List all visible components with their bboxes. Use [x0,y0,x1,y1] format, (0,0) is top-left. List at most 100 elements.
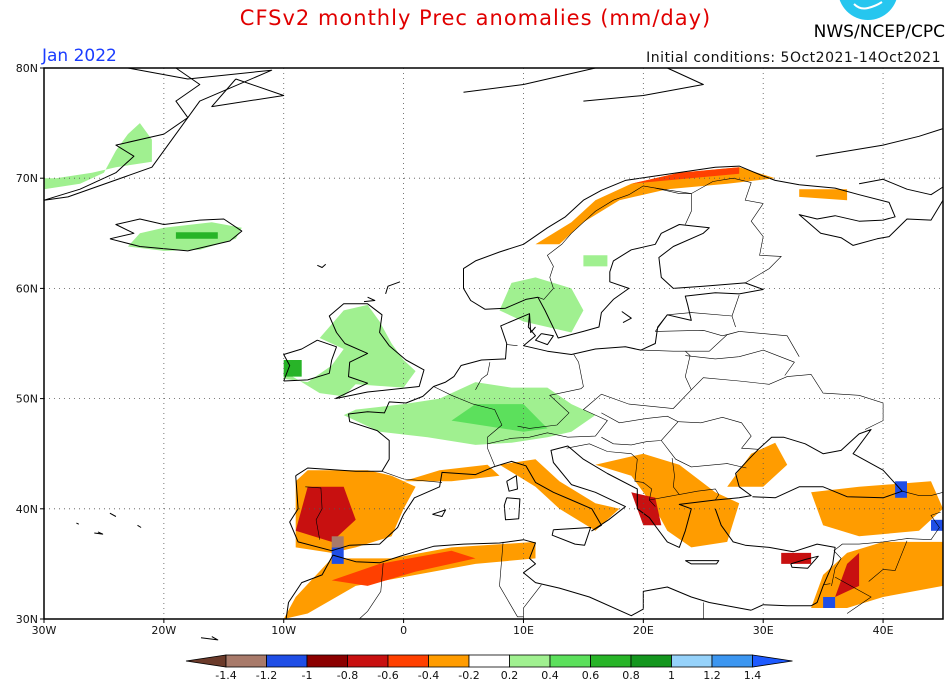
gridline-layer [44,68,943,619]
country-border [731,294,740,317]
colorbar-segment [266,654,308,668]
anomaly-levant-core [835,552,860,597]
lon-label: 40E [873,624,894,637]
colorbar-label: 0.4 [541,669,559,682]
initial-conditions: Initial conditions: 5Oct2021-14Oct2021 [646,50,941,66]
anomaly-north-africa [283,541,536,619]
map-frame [43,67,944,620]
coastline [503,497,521,521]
colorbar: -1.4 -1.2 -1 -0.8 -0.6 -0.4 -0.2 0.2 0.4 0.6 0.8 1 1… [185,654,793,682]
anomaly-sweden-mid [583,255,608,267]
anomaly-accent-cell [331,547,344,564]
anomaly-greece-core [631,492,662,526]
country-border [902,490,944,496]
map-title: CFSv2 monthly Prec anomalies (mm/day) [239,6,712,30]
anomaly-cyprus [781,552,812,564]
coastline [685,560,720,565]
coastline [790,555,819,569]
colorbar-segment [225,654,267,668]
colorbar-segment [509,654,551,668]
colorbar-label: 1.4 [744,669,762,682]
anomaly-iberia-core [295,486,356,542]
lon-label: 30E [753,624,774,637]
colorbar-segment [347,654,389,668]
colorbar-segment [630,654,672,668]
colorbar-label: -0.6 [377,669,398,682]
forecast-month: Jan 2022 [42,46,117,66]
lon-label: 10E [513,624,534,637]
anomaly-black-sea-west [727,442,788,487]
coastline [432,509,447,517]
colorbar-segment [428,654,470,668]
anomaly-ireland-core [283,360,302,377]
longitude-labels: 30W 20W 10W 0 10E 20E 30E 40E [32,619,894,637]
country-border [506,344,518,346]
colorbar-segment [468,654,510,668]
lat-label: 70N [16,172,38,185]
coastline [506,475,518,492]
anomaly-greenland-east [44,123,152,190]
lat-label: 30N [16,613,38,626]
country-border [433,386,503,466]
colorbar-segment [306,654,348,668]
country-border [661,440,747,469]
coastline [43,67,273,201]
colorbar-segment [671,654,713,668]
country-border [487,349,692,445]
coastline [109,218,243,252]
coastline [363,296,376,303]
anomaly-norway-coast [535,167,776,245]
country-border [305,486,323,540]
lat-label: 80N [16,62,38,75]
coastline [385,281,401,295]
country-border [649,494,680,501]
lon-label: 0 [400,624,407,637]
anomaly-kola [799,189,848,201]
lon-label: 20E [633,624,654,637]
anomaly-layer [44,123,943,619]
country-border [685,349,795,376]
country-border [739,331,800,357]
lon-label: 20W [151,624,176,637]
colorbar-label: -1 [302,669,313,682]
colorbar-label: 0.8 [622,669,640,682]
colorbar-label: -1.4 [215,669,236,682]
colorbar-segment [711,654,753,668]
anomaly-central-europe-core [451,404,548,432]
country-border [833,511,941,551]
coastline [714,508,836,611]
lon-label: 30W [32,624,57,637]
colorbar-segment [387,654,429,668]
anomaly-accent-cell [931,519,943,531]
coastline [529,313,536,333]
colorbar-label: 1.2 [703,669,721,682]
coastline [859,178,944,196]
coastline [94,531,104,535]
anomaly-iceland-core [175,232,218,239]
anomaly-norway-north [631,167,740,184]
coastline [109,512,117,517]
colorbar-label: -0.8 [337,669,358,682]
anomaly-uk-ireland [283,304,416,397]
colorbar-segment [590,654,632,668]
coastline [137,524,142,528]
coastline [285,539,752,620]
country-border [475,362,491,390]
latitude-labels: 80N 70N 60N 50N 40N 30N [16,62,44,626]
country-border [537,185,692,300]
agency-label: NWS/NCEP/CPC [813,22,945,42]
country-border [868,540,908,582]
country-border [655,312,736,332]
colorbar-label: -1.2 [256,669,277,682]
country-border [499,541,524,618]
anomaly-accent-cell [331,536,344,548]
colorbar-less-arrow [185,654,227,668]
anomaly-accent-cell [823,597,836,608]
colorbar-label: -0.2 [458,669,479,682]
country-border [671,458,720,501]
coastline [328,303,425,400]
colorbar-label: 0.2 [501,669,519,682]
country-border [678,416,759,450]
coastline [283,339,337,382]
